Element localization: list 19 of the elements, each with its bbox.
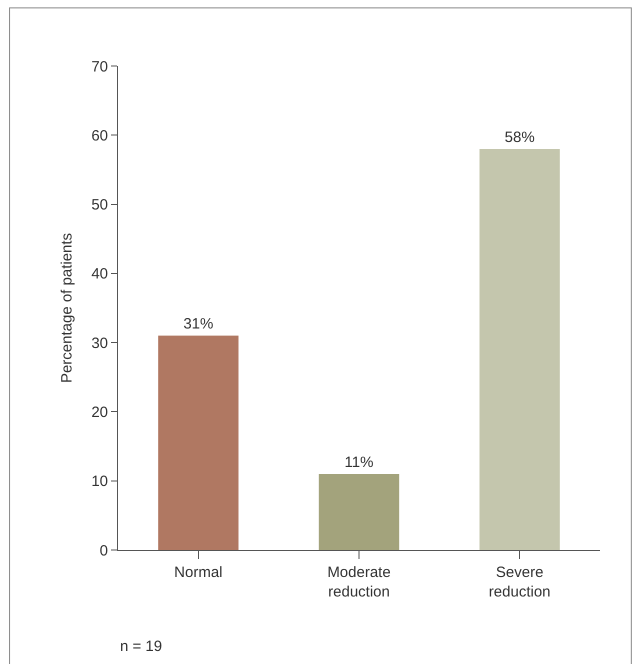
data-label: 31%: [183, 316, 214, 333]
bar: [158, 336, 238, 550]
data-label: 58%: [504, 128, 535, 146]
text: n = 19: [120, 638, 162, 655]
y-tick-label: 70: [91, 58, 108, 76]
x-tick-label: Moderate reduction: [327, 564, 391, 600]
x-tick-label: Severe reduction: [488, 564, 551, 600]
y-tick-label: 60: [91, 127, 108, 144]
bar: [318, 474, 400, 550]
y-tick-label: 20: [91, 404, 108, 421]
x-tick-label: Normal: [174, 564, 222, 581]
bar: [480, 148, 560, 550]
data-label: 11%: [344, 454, 374, 471]
y-tick-label: 50: [91, 196, 108, 214]
y-tick-label: 10: [91, 473, 108, 490]
y-tick-label: 30: [91, 334, 108, 352]
y-axis-title: Percentage of patients: [58, 232, 76, 384]
y-tick-label: 40: [91, 266, 108, 283]
y-tick-label: 0: [100, 542, 108, 560]
